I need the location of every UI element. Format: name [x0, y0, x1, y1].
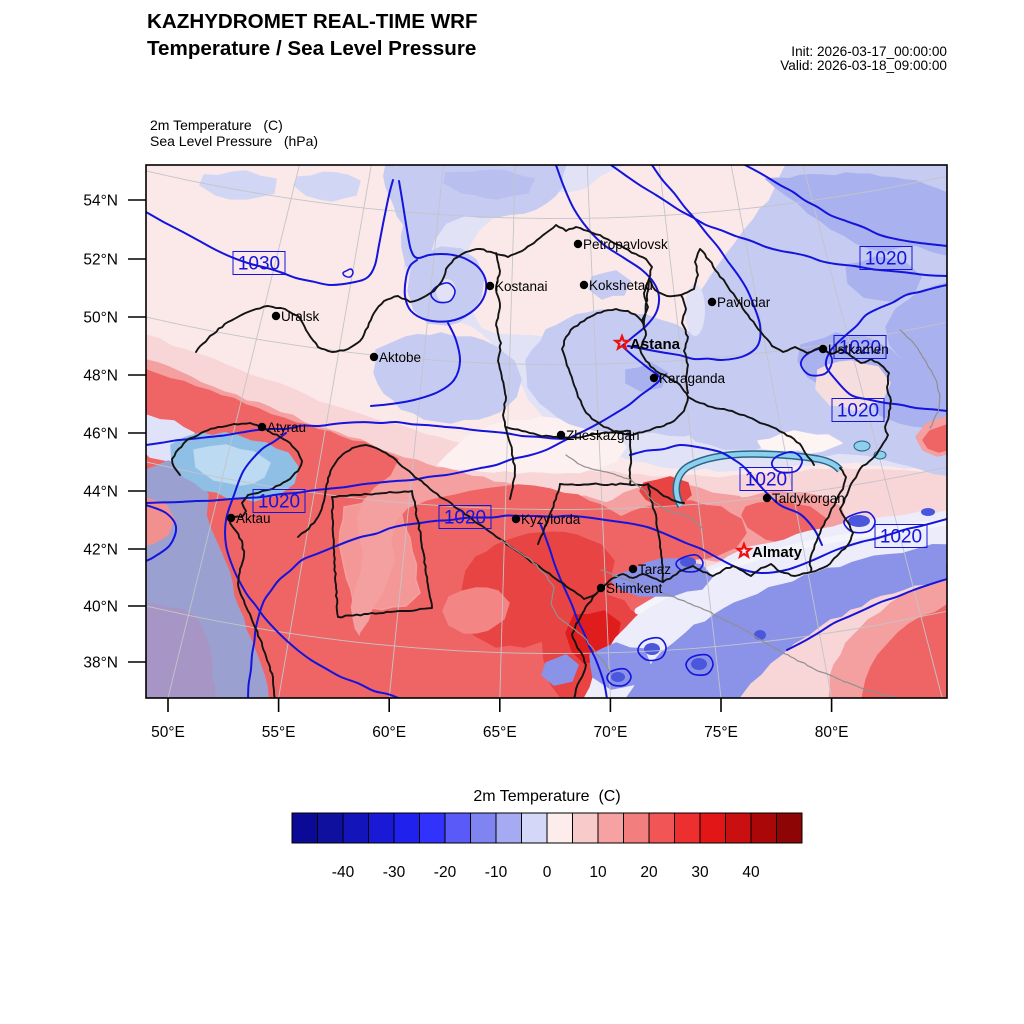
svg-text:Karaganda: Karaganda [659, 371, 726, 386]
svg-text:-30: -30 [383, 864, 406, 881]
svg-text:1020: 1020 [839, 338, 881, 359]
svg-text:Kyzylorda: Kyzylorda [521, 512, 581, 527]
svg-text:Aktau: Aktau [236, 511, 271, 526]
svg-text:-40: -40 [332, 864, 355, 881]
svg-text:70°E: 70°E [594, 724, 628, 741]
svg-text:Uralsk: Uralsk [281, 309, 320, 324]
svg-text:1030: 1030 [238, 254, 280, 275]
svg-text:Kokshetau: Kokshetau [589, 278, 653, 293]
svg-text:Taraz: Taraz [638, 562, 671, 577]
svg-text:1020: 1020 [444, 508, 486, 529]
svg-text:Ustkamen: Ustkamen [828, 342, 889, 357]
svg-text:Kostanai: Kostanai [495, 279, 548, 294]
svg-text:Pavlodar: Pavlodar [717, 295, 771, 310]
svg-text:30: 30 [691, 864, 709, 881]
svg-text:-20: -20 [434, 864, 457, 881]
svg-text:40: 40 [742, 864, 760, 881]
svg-text:55°E: 55°E [262, 724, 296, 741]
svg-text:80°E: 80°E [815, 724, 849, 741]
svg-text:40°N: 40°N [83, 599, 118, 616]
svg-text:1020: 1020 [865, 249, 907, 270]
svg-text:-10: -10 [485, 864, 508, 881]
svg-text:1020: 1020 [837, 401, 879, 422]
svg-text:Petropavlovsk: Petropavlovsk [583, 237, 668, 252]
svg-text:Zheskazgan: Zheskazgan [566, 428, 640, 443]
svg-text:Taldykorgan: Taldykorgan [772, 491, 845, 506]
svg-text:65°E: 65°E [483, 724, 517, 741]
svg-text:60°E: 60°E [372, 724, 406, 741]
svg-text:54°N: 54°N [83, 193, 118, 210]
svg-text:10: 10 [589, 864, 607, 881]
svg-text:1020: 1020 [880, 527, 922, 548]
svg-text:46°N: 46°N [83, 426, 118, 443]
svg-text:2m Temperature (C): 2m Temperature (C) [473, 788, 620, 805]
svg-text:50°E: 50°E [151, 724, 185, 741]
svg-text:20: 20 [640, 864, 658, 881]
svg-text:Atyrau: Atyrau [267, 420, 306, 435]
svg-text:1020: 1020 [745, 470, 787, 491]
svg-text:1020: 1020 [258, 492, 300, 513]
svg-text:Almaty: Almaty [752, 544, 803, 561]
svg-text:44°N: 44°N [83, 484, 118, 501]
svg-text:0: 0 [543, 864, 552, 881]
svg-text:Astana: Astana [630, 336, 681, 353]
svg-text:48°N: 48°N [83, 368, 118, 385]
svg-text:38°N: 38°N [83, 655, 118, 672]
svg-text:Shimkent: Shimkent [606, 581, 663, 596]
svg-text:52°N: 52°N [83, 252, 118, 269]
svg-text:42°N: 42°N [83, 542, 118, 559]
svg-text:50°N: 50°N [83, 310, 118, 327]
svg-text:75°E: 75°E [704, 724, 738, 741]
svg-text:Aktobe: Aktobe [379, 350, 421, 365]
